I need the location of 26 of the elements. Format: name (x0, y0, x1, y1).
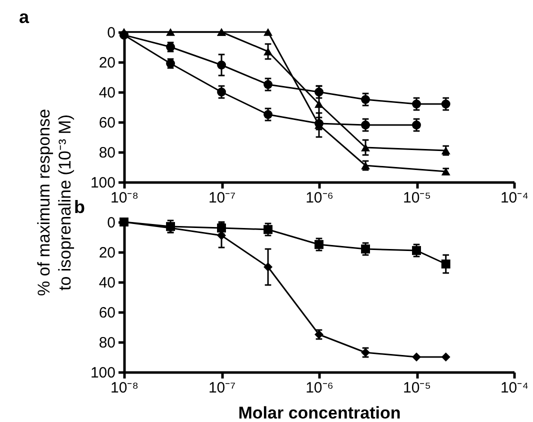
y-tick-label: 40 (98, 84, 116, 102)
y-tick-label: 100 (90, 364, 116, 382)
x-tick-label: 10⁻⁵ (403, 380, 431, 396)
y-tick-label: 80 (98, 144, 116, 162)
y-tick-label: 20 (98, 54, 116, 72)
x-tick-label: 10⁻⁸ (110, 190, 139, 206)
y-tick-label: 60 (98, 304, 116, 322)
chart-title: b (74, 197, 85, 217)
x-tick-label: 10⁻⁶ (306, 190, 334, 206)
x-tick-label: 10⁻⁴ (500, 380, 529, 396)
x-tick-label: 10⁻⁵ (403, 190, 431, 206)
x-tick-label: 10⁻⁸ (110, 380, 139, 396)
y-tick-label: 0 (107, 214, 116, 232)
chart-title: a (18, 7, 30, 27)
x-tick-label: 10⁻⁷ (208, 190, 236, 206)
y-tick-label: 60 (98, 114, 116, 132)
y-tick-label: 80 (98, 334, 116, 352)
x-axis-title: Molar concentration (238, 404, 401, 422)
x-tick-label: 10⁻⁷ (208, 380, 236, 396)
y-axis-title: % of maximum response to isoprenaline (10⁻³ M) (34, 108, 74, 296)
x-tick-label: 10⁻⁴ (500, 190, 529, 206)
y-tick-label: 100 (90, 174, 116, 192)
y-tick-label: 20 (98, 244, 116, 262)
y-tick-label: 0 (107, 24, 116, 42)
y-tick-label: 40 (98, 274, 116, 292)
x-tick-label: 10⁻⁶ (306, 380, 334, 396)
